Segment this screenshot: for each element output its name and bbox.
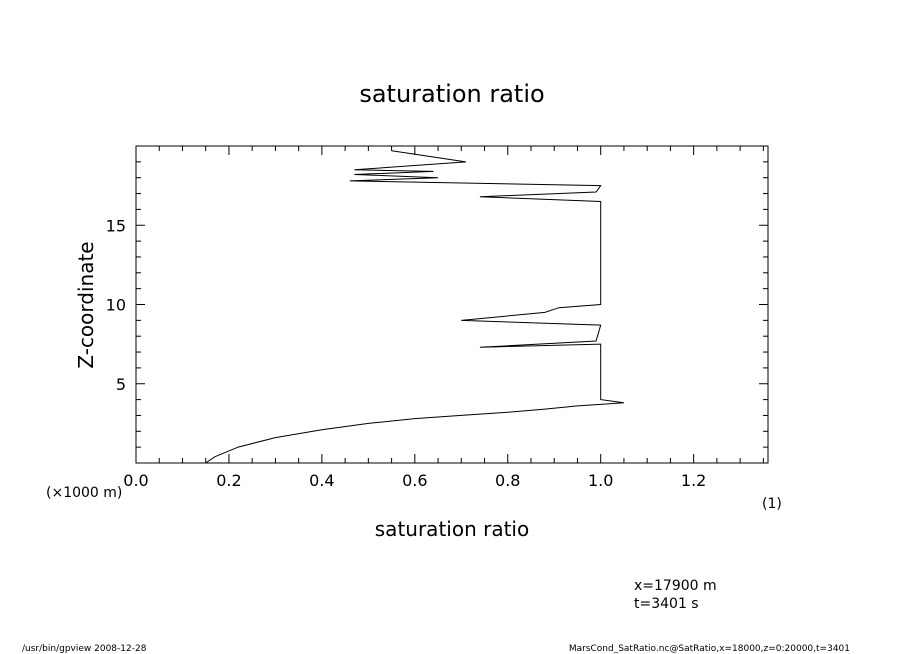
x-tick-label: 1.0 (588, 471, 613, 490)
chart-title: saturation ratio (359, 80, 544, 108)
y-unit-label: (×1000 m) (46, 485, 122, 501)
plot-frame (135, 145, 769, 464)
y-tick-label: 10 (106, 296, 126, 315)
annotation-x: x=17900 m (634, 578, 717, 594)
y-tick-labels: 5 10 15 (106, 216, 126, 394)
x-tick-label: 0.2 (216, 471, 241, 490)
y-tick-label: 15 (106, 216, 126, 235)
y-axis-label: Z-coordinate (74, 241, 98, 368)
x-unit-label: (1) (762, 496, 782, 512)
y-tick-label: 5 (116, 375, 126, 394)
footer-left: /usr/bin/gpview 2008-12-28 (22, 644, 147, 654)
x-tick-label: 0.6 (402, 471, 427, 490)
x-tick-label: 0.0 (123, 471, 148, 490)
x-tick-labels: 0.0 0.2 0.4 0.6 0.8 1.0 1.2 (123, 471, 706, 490)
x-tick-label: 0.4 (309, 471, 334, 490)
footer-right: MarsCond_SatRatio.nc@SatRatio,x=18000,z=… (569, 644, 850, 654)
x-tick-label: 0.8 (495, 471, 520, 490)
x-axis-label: saturation ratio (375, 517, 529, 541)
annotation-t: t=3401 s (634, 596, 699, 612)
axis-ticks (135, 146, 768, 463)
x-tick-label: 1.2 (681, 471, 706, 490)
saturation-ratio-line (205, 150, 624, 464)
